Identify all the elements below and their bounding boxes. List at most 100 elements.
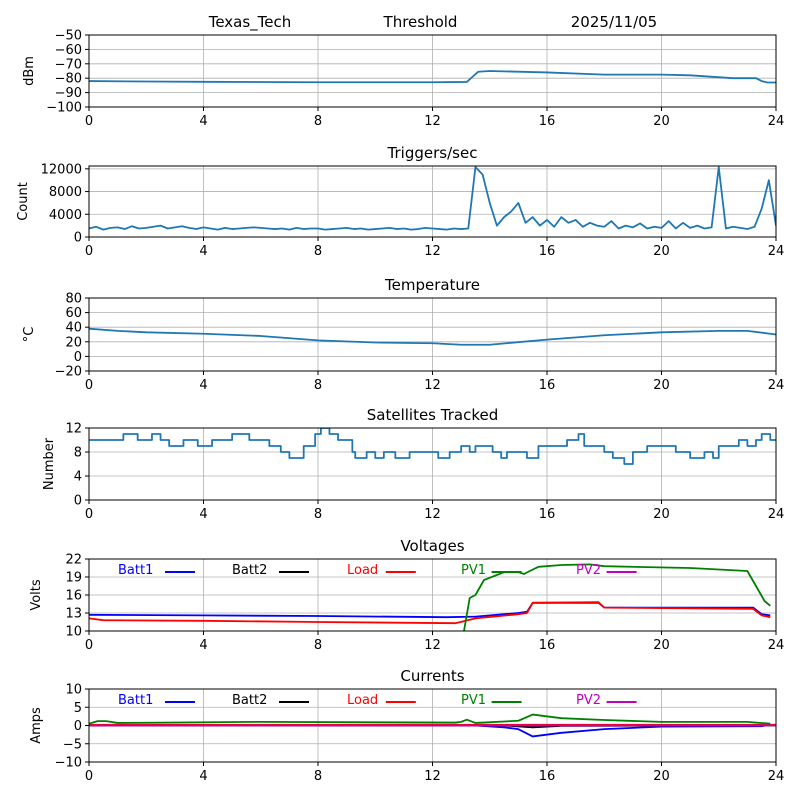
y-tick-label: 0 [74,719,82,734]
panel-currents: 0 4 8 12 16 20 24 −10 −5 0 5 10 Currents Amps Batt1 Bat… [29,667,784,784]
y-tick-label: 12 [65,422,82,437]
x-tick-label: 4 [199,244,207,259]
y-tick-label: 80 [65,292,82,307]
x-tick-label: 4 [199,769,207,784]
x-tick-label: 8 [314,769,322,784]
legend-label: Batt1 [118,693,153,708]
x-tick-label: 0 [85,378,93,393]
y-tick-label: 20 [65,335,82,350]
y-tick-label: 22 [65,553,82,568]
y-tick-label: 60 [65,306,82,321]
x-tick-label: 8 [314,114,322,129]
legend-label: PV1 [461,693,486,708]
y-tick-label: 5 [74,701,82,716]
y-tick-label: −10 [55,756,82,771]
x-tick-label: 0 [85,638,93,653]
y-tick-label: 8 [74,446,82,461]
x-tick-label: 12 [424,638,441,653]
x-tick-label: 16 [539,769,556,784]
plot-frame [88,34,777,108]
y-tick-label: −100 [46,101,82,116]
series-line-batt1 [89,601,771,619]
x-tick-label: 4 [199,114,207,129]
x-tick-label: 8 [314,378,322,393]
y-tick-label: 13 [65,607,82,622]
site-title: Texas_Tech [208,13,292,32]
x-tick-label: 20 [653,244,670,259]
legend-label: Load [347,563,378,578]
series-line-temperature [89,327,776,346]
date-title: 2025/11/05 [571,13,657,31]
x-tick-label: 12 [424,507,441,522]
x-tick-label: 20 [653,507,670,522]
y-tick-label: 40 [65,321,82,336]
x-tick-label: 24 [768,378,785,393]
x-tick-label: 12 [424,114,441,129]
legend-label: PV2 [576,563,601,578]
x-tick-label: 0 [85,507,93,522]
x-tick-label: 4 [199,638,207,653]
panel-title: Voltages [400,537,464,555]
x-tick-label: 12 [424,244,441,259]
y-tick-label: 0 [74,494,82,509]
y-axis-label: °C [22,327,37,343]
x-tick-label: 24 [768,769,785,784]
y-tick-label: 16 [65,589,82,604]
x-tick-label: 0 [85,114,93,129]
plot-frame [88,688,777,763]
x-tick-label: 24 [768,507,785,522]
x-tick-label: 20 [653,769,670,784]
x-tick-label: 24 [768,244,785,259]
panel-title: Currents [400,667,464,685]
series-line-triggers [89,166,776,231]
series-line-load [89,601,771,625]
y-axis-label: dBm [22,56,37,86]
x-tick-label: 0 [85,769,93,784]
legend-label: Load [347,693,378,708]
y-tick-label: 4 [74,470,82,485]
panel-satellites-tracked: 0 4 8 12 16 20 24 0 4 8 12 Satellites Tracked Number [42,406,784,522]
series-line-pv1 [462,563,771,631]
y-tick-label: 8000 [49,185,82,200]
y-tick-label: 10 [65,683,82,698]
y-tick-label: 4000 [49,208,82,223]
y-tick-label: 12000 [41,162,82,177]
panel-threshold: 0 4 8 12 16 20 24 −100−90−80−70−60−50 Threshold d… [22,13,784,129]
x-tick-label: 12 [424,378,441,393]
x-tick-label: 20 [653,638,670,653]
y-tick-label: 0 [74,231,82,246]
panel-title: Threshold [383,13,458,31]
y-axis-label: Amps [29,707,44,744]
legend-label: Batt2 [232,693,267,708]
x-tick-label: 24 [768,638,785,653]
x-tick-label: 24 [768,114,785,129]
legend-label: Batt2 [232,563,267,578]
series-line-threshold [89,70,776,84]
plot-frame [88,558,777,632]
x-tick-label: 16 [539,507,556,522]
y-axis-label: Number [42,437,57,490]
x-tick-label: 0 [85,244,93,259]
panel-title: Temperature [384,276,480,294]
x-tick-label: 20 [653,378,670,393]
y-tick-label: 0 [74,350,82,365]
y-tick-label: −5 [63,737,82,752]
y-axis-label: Volts [29,579,44,611]
x-tick-label: 4 [199,378,207,393]
legend-label: PV1 [461,563,486,578]
x-tick-label: 16 [539,378,556,393]
x-tick-label: 8 [314,507,322,522]
plot-frame [88,165,777,238]
x-tick-label: 4 [199,507,207,522]
panel-triggers-sec: 0 4 8 12 16 20 24 0 4000 8000 12000 Triggers/sec Cou… [16,144,784,259]
y-tick-label: −70 [55,57,82,72]
y-axis-label: Count [16,182,31,221]
x-tick-label: 16 [539,638,556,653]
y-tick-label: −90 [55,86,82,101]
series-line-satellites [89,428,776,465]
y-tick-label: −50 [55,29,82,44]
x-tick-label: 20 [653,114,670,129]
plot-frame [88,297,777,372]
